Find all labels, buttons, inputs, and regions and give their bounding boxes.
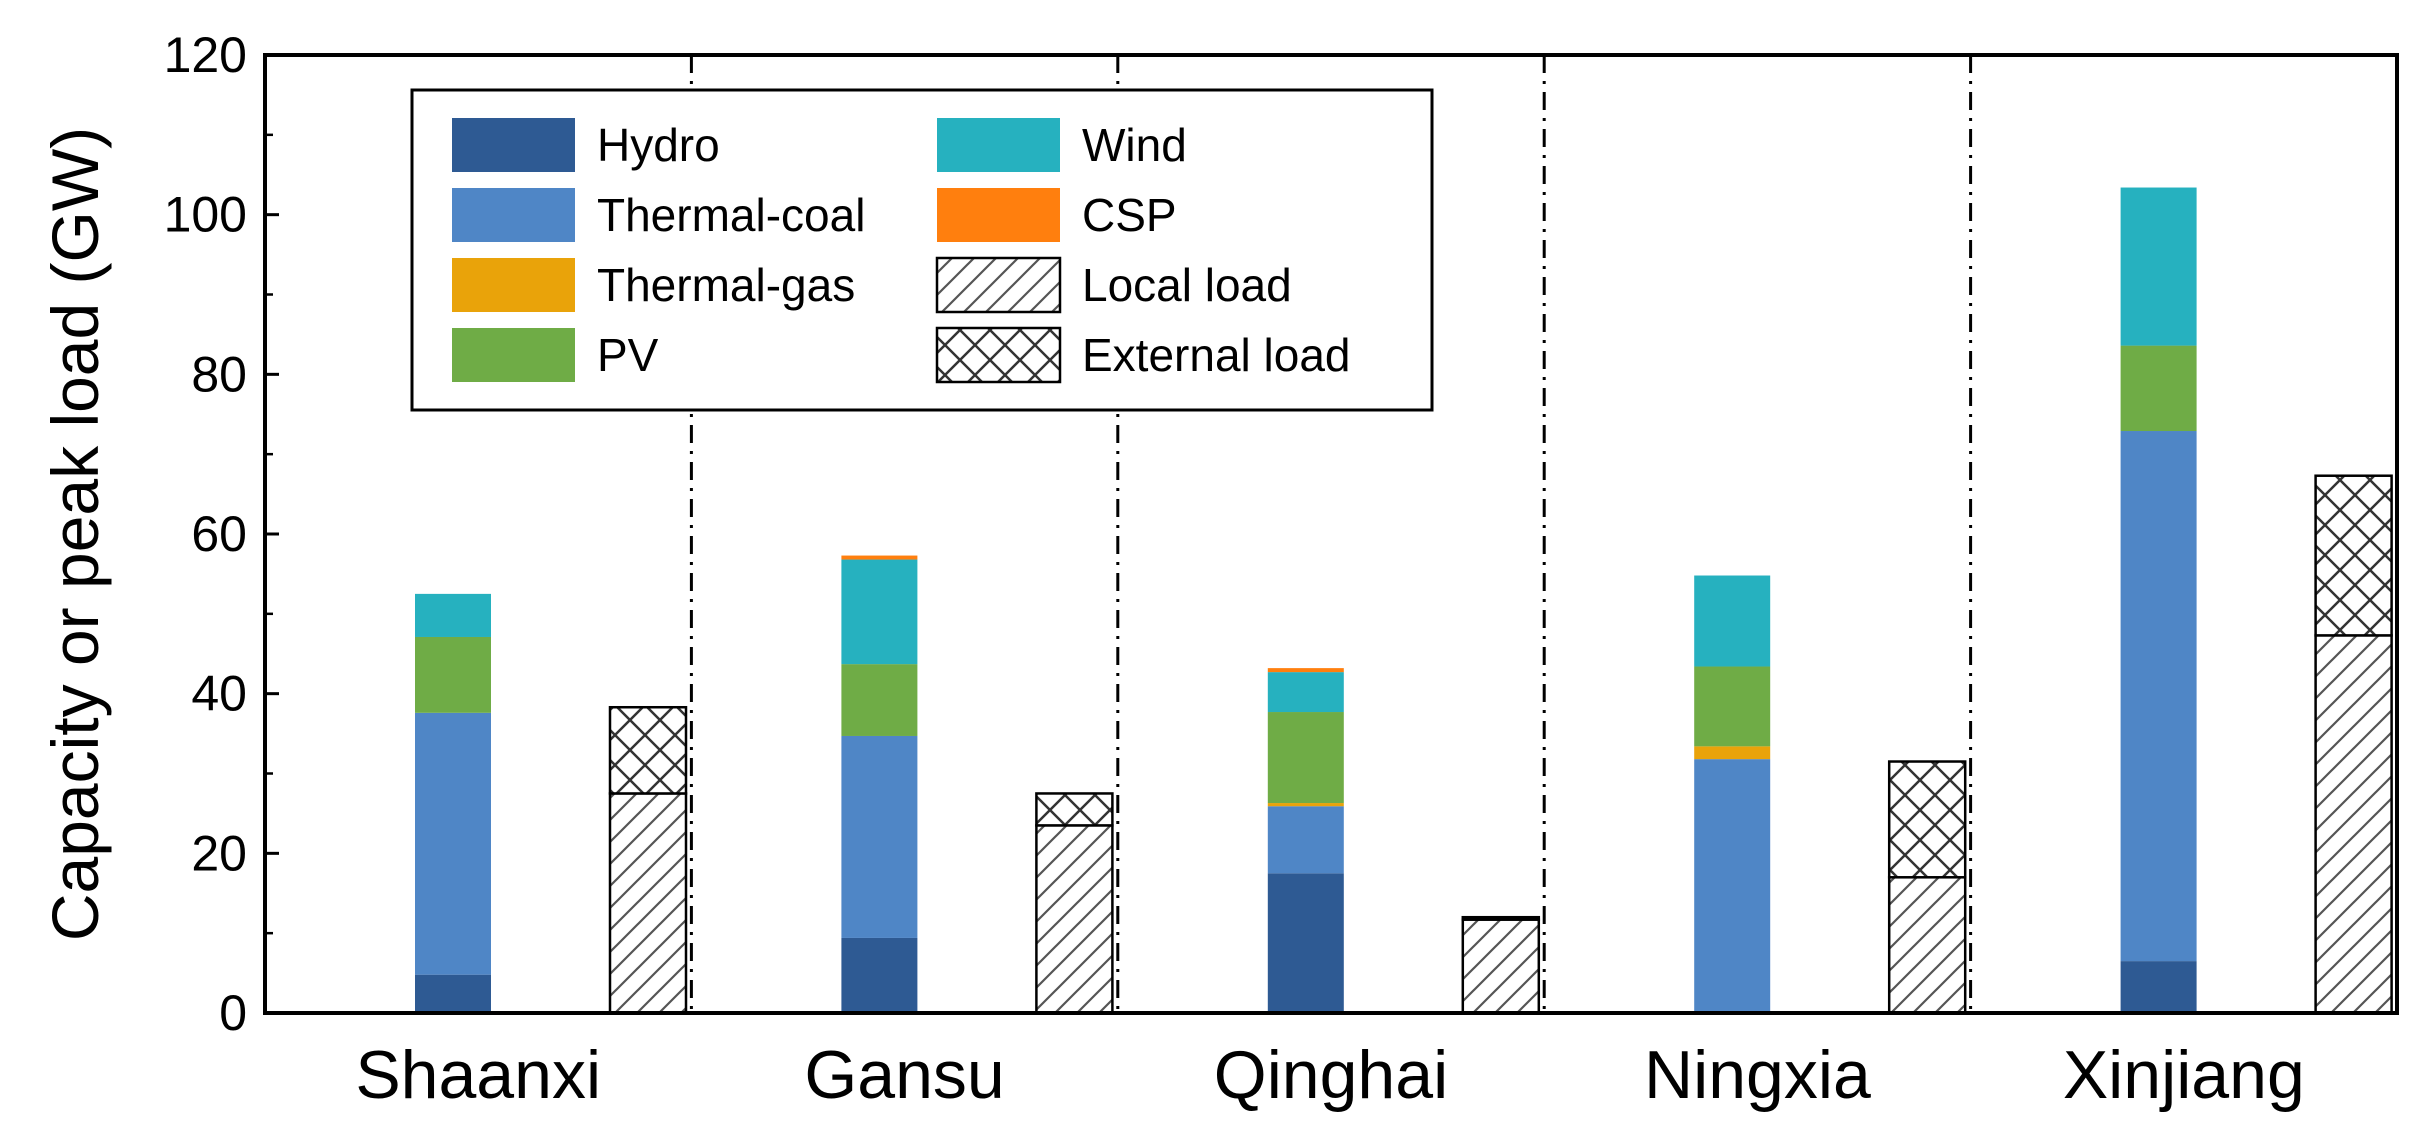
bar-local-load-xinjiang xyxy=(2314,634,2393,1015)
bar-hydro-gansu xyxy=(841,937,918,1013)
legend-swatch-local-load xyxy=(935,256,1062,314)
bar-pv-shaanxi xyxy=(415,636,491,713)
legend-label-csp: CSP xyxy=(1082,189,1177,241)
x-tick-label-ningxia: Ningxia xyxy=(1644,1037,1871,1113)
legend-swatch-csp xyxy=(937,188,1060,242)
y-tick-label: 40 xyxy=(191,666,247,722)
bar-thermal-coal-qinghai xyxy=(1267,806,1344,874)
bar-local-load-shaanxi xyxy=(608,792,688,1015)
y-tick-label: 0 xyxy=(219,985,247,1041)
legend-label-external-load: External load xyxy=(1082,329,1351,381)
legend-label-thermal-gas: Thermal-gas xyxy=(597,259,855,311)
bar-hydro-xinjiang xyxy=(2120,961,2197,1013)
bar-pv-xinjiang xyxy=(2120,345,2197,432)
bar-hydro-qinghai xyxy=(1267,873,1344,1013)
bar-wind-xinjiang xyxy=(2120,187,2197,346)
bar-thermal-coal-ningxia xyxy=(1694,759,1771,1013)
legend-swatch-wind xyxy=(937,118,1060,172)
legend-swatch-hydro xyxy=(452,118,575,172)
legend-swatch-thermal-coal xyxy=(452,188,575,242)
bar-thermal-coal-xinjiang xyxy=(2120,431,2197,962)
x-tick-label-xinjiang: Xinjiang xyxy=(2063,1037,2305,1113)
bar-thermal-gas-ningxia xyxy=(1694,746,1771,760)
legend: Hydro Thermal-coal Thermal-gas PV Wind CSP Loc… xyxy=(410,88,1434,412)
x-tick-label-gansu: Gansu xyxy=(804,1037,1004,1113)
bar-wind-shaanxi xyxy=(415,593,491,637)
y-tick-label: 20 xyxy=(191,825,247,881)
x-tick-label-qinghai: Qinghai xyxy=(1214,1037,1448,1113)
bar-hydro-shaanxi xyxy=(415,974,491,1013)
legend-label-local-load: Local load xyxy=(1082,259,1292,311)
bar-local-load-ningxia xyxy=(1887,876,1967,1015)
bar-thermal-coal-shaanxi xyxy=(415,712,491,975)
bar-external-load-ningxia xyxy=(1887,760,1967,879)
bar-wind-qinghai xyxy=(1267,672,1344,713)
y-tick-label: 120 xyxy=(164,27,247,83)
legend-box xyxy=(410,88,1434,412)
legend-swatch-pv xyxy=(452,328,575,382)
y-tick-label: 100 xyxy=(164,187,247,243)
bar-thermal-coal-gansu xyxy=(841,735,918,938)
legend-swatch-external-load xyxy=(935,326,1062,384)
legend-label-pv: PV xyxy=(597,329,659,381)
bar-external-load-qinghai xyxy=(1461,915,1541,921)
y-tick-label: 60 xyxy=(191,506,247,562)
bar-external-load-gansu xyxy=(1035,792,1114,827)
legend-label-thermal-coal: Thermal-coal xyxy=(597,189,865,241)
legend-label-wind: Wind xyxy=(1082,119,1187,171)
bar-pv-gansu xyxy=(841,664,918,736)
legend-label-hydro: Hydro xyxy=(597,119,720,171)
bar-csp-gansu xyxy=(841,555,918,560)
y-axis-title: Capacity or peak load (GW) xyxy=(38,127,112,941)
bar-wind-gansu xyxy=(841,559,918,665)
legend-swatch-thermal-gas xyxy=(452,258,575,312)
x-tick-label-shaanxi: Shaanxi xyxy=(355,1037,601,1113)
bar-pv-ningxia xyxy=(1694,666,1771,747)
bar-thermal-gas-qinghai xyxy=(1267,803,1344,807)
bar-local-load-qinghai xyxy=(1461,918,1541,1015)
bar-external-load-xinjiang xyxy=(2314,474,2393,637)
bar-external-load-shaanxi xyxy=(608,705,688,795)
bar-csp-qinghai xyxy=(1267,668,1344,673)
bar-marks xyxy=(415,187,2393,1015)
axes: Shaanxi Gansu Qinghai Ningxia Xinjiang 0 20 40 6… xyxy=(38,27,2399,1113)
bar-local-load-gansu xyxy=(1035,824,1114,1015)
bar-pv-qinghai xyxy=(1267,712,1344,804)
bar-wind-ningxia xyxy=(1694,575,1771,667)
y-tick-label: 80 xyxy=(191,346,247,402)
